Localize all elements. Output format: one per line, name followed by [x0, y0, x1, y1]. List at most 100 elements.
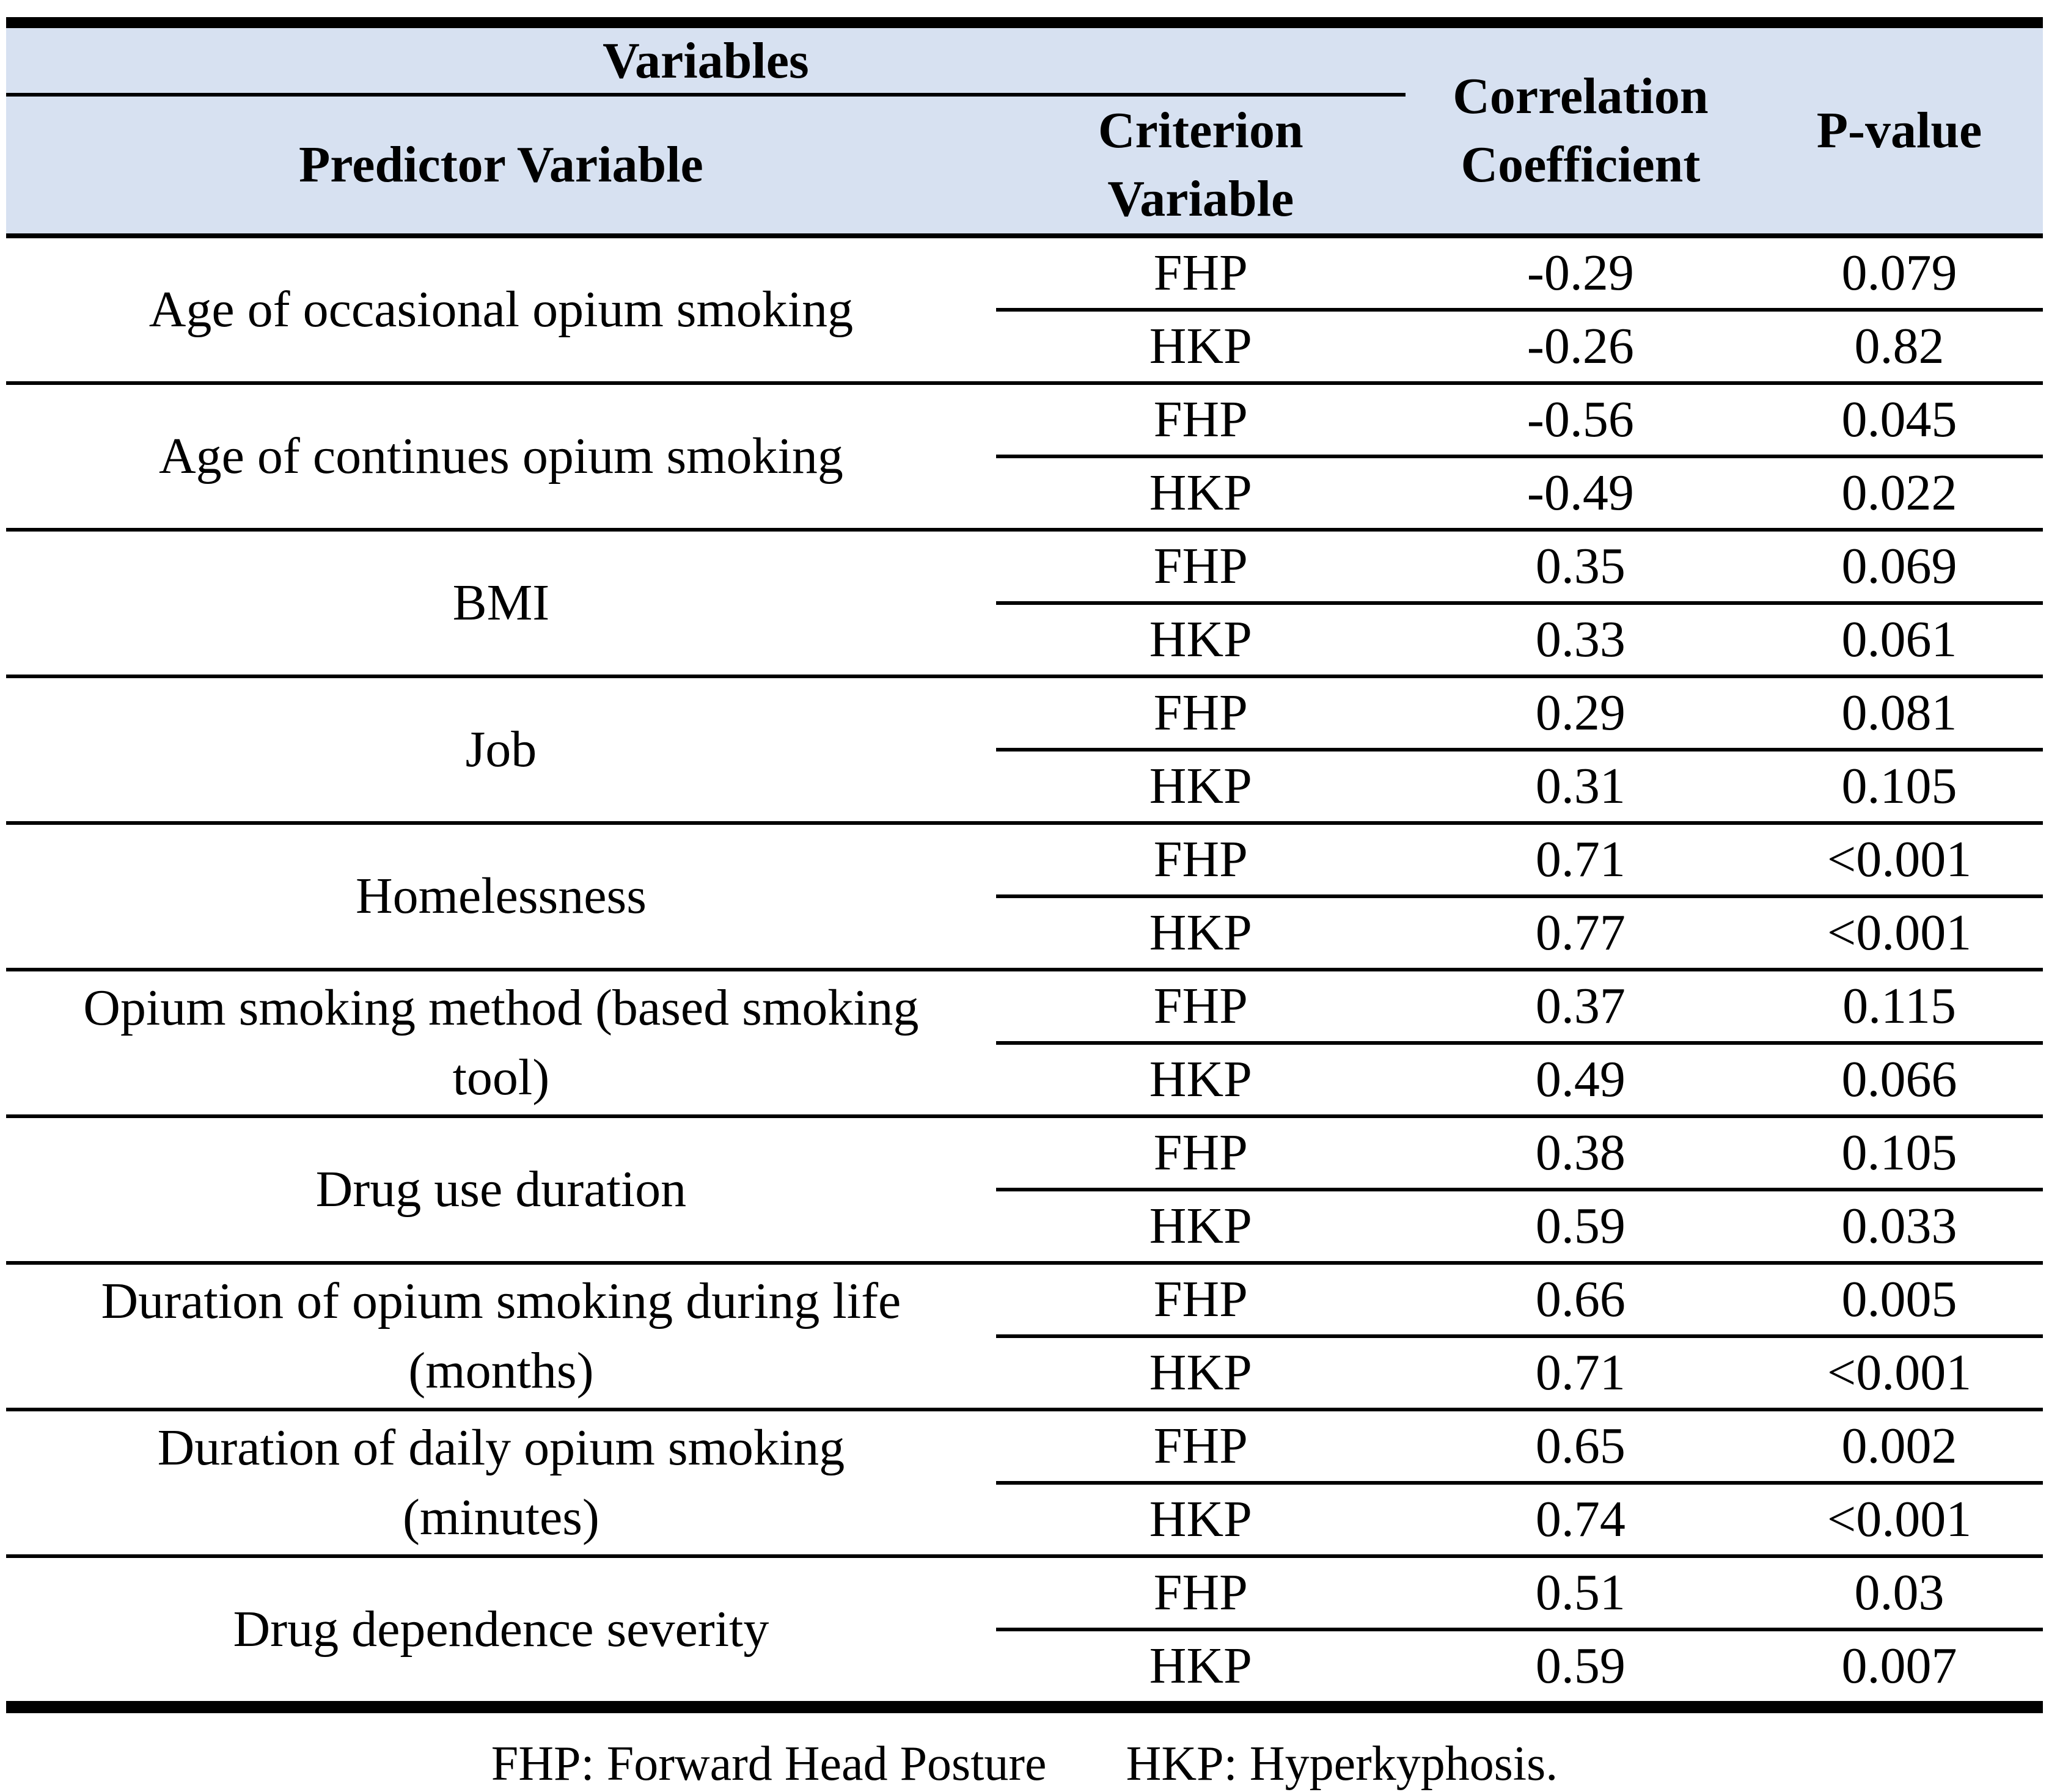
table-row: Opium smoking method (based smoking tool… — [6, 970, 2043, 1118]
variables-header: Variables — [6, 23, 1406, 97]
predictor-cell: BMI — [6, 530, 996, 678]
correlation-cell: 0.49 — [1405, 1043, 1756, 1118]
table-row: Duration of opium smoking during life (m… — [6, 1263, 2043, 1411]
criterion-cell: FHP — [995, 236, 1406, 312]
pvalue-cell: <0.001 — [1756, 896, 2043, 971]
correlation-cell: 0.37 — [1405, 970, 1756, 1045]
header-row-columns: Predictor Variable Criterion Variable — [6, 95, 2043, 238]
table-header: Variables Correlation Coefficient P-valu… — [6, 23, 2043, 238]
criterion-cell: HKP — [995, 1190, 1406, 1265]
predictor-cell: Job — [6, 676, 996, 825]
pvalue-cell: 0.03 — [1756, 1556, 2043, 1631]
correlation-cell: -0.29 — [1405, 236, 1756, 312]
predictor-cell: Homelessness — [6, 823, 996, 971]
criterion-cell: FHP — [995, 1410, 1406, 1485]
predictor-cell: Drug use duration — [6, 1116, 996, 1265]
criterion-cell: HKP — [995, 603, 1406, 678]
criterion-cell: HKP — [995, 896, 1406, 971]
pvalue-cell: 0.007 — [1756, 1629, 2043, 1709]
correlation-cell: 0.77 — [1405, 896, 1756, 971]
correlation-header: Correlation Coefficient — [1405, 23, 1756, 238]
predictor-header: Predictor Variable — [6, 95, 996, 238]
predictor-cell: Age of occasional opium smoking — [6, 236, 996, 385]
table-row: HKP 0.49 0.066 — [6, 1043, 2043, 1118]
table-row: HKP -0.26 0.82 — [6, 310, 2043, 385]
table-row: Job FHP 0.29 0.081 — [6, 676, 2043, 825]
table-row: HKP -0.49 0.022 — [6, 456, 2043, 532]
table-row: HKP 0.71 <0.001 — [6, 1336, 2043, 1411]
table-row: Drug dependence severity FHP 0.51 0.03 — [6, 1556, 2043, 1709]
table-row: HKP 0.77 <0.001 — [6, 896, 2043, 971]
correlation-cell: 0.65 — [1405, 1410, 1756, 1485]
pvalue-cell: 0.82 — [1756, 310, 2043, 385]
criterion-cell: FHP — [995, 676, 1406, 752]
predictor-cell: Duration of daily opium smoking (minutes… — [6, 1410, 996, 1558]
table-row: HKP 0.59 0.033 — [6, 1190, 2043, 1265]
pvalue-cell: 0.022 — [1756, 456, 2043, 532]
pvalue-cell: 0.105 — [1756, 750, 2043, 825]
criterion-cell: HKP — [995, 1483, 1406, 1558]
pvalue-cell: 0.081 — [1756, 676, 2043, 752]
table-row: Duration of daily opium smoking (minutes… — [6, 1410, 2043, 1558]
correlation-cell: 0.74 — [1405, 1483, 1756, 1558]
correlation-cell: 0.66 — [1405, 1263, 1756, 1338]
predictor-cell: Age of continues opium smoking — [6, 383, 996, 532]
criterion-cell: FHP — [995, 530, 1406, 605]
table-row: Homelessness FHP 0.71 <0.001 — [6, 823, 2043, 971]
pvalue-cell: 0.005 — [1756, 1263, 2043, 1338]
criterion-cell: HKP — [995, 1629, 1406, 1709]
pvalue-cell: 0.066 — [1756, 1043, 2043, 1118]
pvalue-cell: 0.105 — [1756, 1116, 2043, 1191]
correlation-cell: 0.35 — [1405, 530, 1756, 605]
table-row: HKP 0.33 0.061 — [6, 603, 2043, 678]
header-row-variables: Variables Correlation Coefficient P-valu… — [6, 23, 2043, 238]
criterion-cell: HKP — [995, 310, 1406, 385]
criterion-cell: FHP — [995, 823, 1406, 898]
correlation-cell: -0.26 — [1405, 310, 1756, 385]
correlation-cell: -0.49 — [1405, 456, 1756, 532]
correlation-cell: 0.71 — [1405, 823, 1756, 898]
table-row: HKP 0.59 0.007 — [6, 1629, 2043, 1709]
predictor-cell: Duration of opium smoking during life (m… — [6, 1263, 996, 1411]
table-row: HKP 0.31 0.105 — [6, 750, 2043, 825]
table-body: Age of occasional opium smoking FHP -0.2… — [6, 236, 2043, 1709]
pvalue-cell: 0.002 — [1756, 1410, 2043, 1485]
correlation-cell: 0.33 — [1405, 603, 1756, 678]
pvalue-cell: 0.079 — [1756, 236, 2043, 312]
criterion-cell: FHP — [995, 383, 1406, 458]
pvalue-cell: <0.001 — [1756, 1483, 2043, 1558]
criterion-cell: FHP — [995, 1263, 1406, 1338]
criterion-header: Criterion Variable — [995, 95, 1406, 238]
table-row: Drug use duration FHP 0.38 0.105 — [6, 1116, 2043, 1265]
criterion-cell: HKP — [995, 750, 1406, 825]
table-row: Age of occasional opium smoking FHP -0.2… — [6, 236, 2043, 385]
table-row: BMI FHP 0.35 0.069 — [6, 530, 2043, 678]
pvalue-cell: 0.115 — [1756, 970, 2043, 1045]
pvalue-cell: <0.001 — [1756, 823, 2043, 898]
criterion-cell: FHP — [995, 1116, 1406, 1191]
table-row: HKP 0.74 <0.001 — [6, 1483, 2043, 1558]
pvalue-cell: 0.033 — [1756, 1190, 2043, 1265]
criterion-cell: HKP — [995, 1336, 1406, 1411]
correlation-cell: 0.38 — [1405, 1116, 1756, 1191]
correlation-cell: 0.29 — [1405, 676, 1756, 752]
pvalue-cell: 0.045 — [1756, 383, 2043, 458]
pvalue-cell: <0.001 — [1756, 1336, 2043, 1411]
predictor-cell: Opium smoking method (based smoking tool… — [6, 970, 996, 1118]
pvalue-header: P-value — [1756, 23, 2043, 238]
correlation-cell: 0.31 — [1405, 750, 1756, 825]
correlation-cell: 0.71 — [1405, 1336, 1756, 1411]
table-row: Age of continues opium smoking FHP -0.56… — [6, 383, 2043, 532]
correlation-cell: -0.56 — [1405, 383, 1756, 458]
correlation-table: Variables Correlation Coefficient P-valu… — [6, 17, 2043, 1713]
predictor-cell: Drug dependence severity — [6, 1556, 996, 1709]
correlation-cell: 0.59 — [1405, 1190, 1756, 1265]
pvalue-cell: 0.069 — [1756, 530, 2043, 605]
criterion-cell: FHP — [995, 1556, 1406, 1631]
criterion-cell: HKP — [995, 456, 1406, 532]
pvalue-cell: 0.061 — [1756, 603, 2043, 678]
criterion-cell: HKP — [995, 1043, 1406, 1118]
correlation-cell: 0.59 — [1405, 1629, 1756, 1709]
criterion-cell: FHP — [995, 970, 1406, 1045]
